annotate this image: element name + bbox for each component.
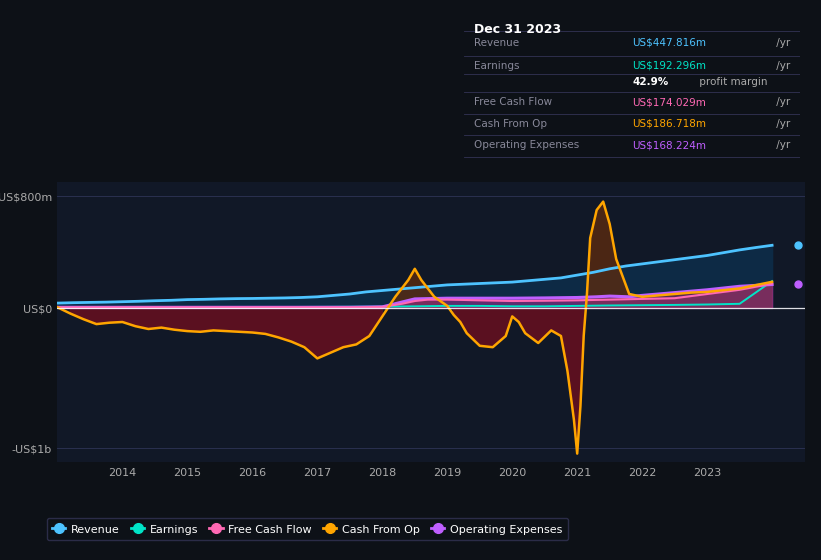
Text: /yr: /yr xyxy=(773,60,790,71)
Text: /yr: /yr xyxy=(773,140,790,150)
Text: /yr: /yr xyxy=(773,97,790,107)
Text: US$186.718m: US$186.718m xyxy=(632,119,706,129)
Legend: Revenue, Earnings, Free Cash Flow, Cash From Op, Operating Expenses: Revenue, Earnings, Free Cash Flow, Cash … xyxy=(47,518,568,540)
Text: US$168.224m: US$168.224m xyxy=(632,140,706,150)
Text: Dec 31 2023: Dec 31 2023 xyxy=(474,23,561,36)
Text: /yr: /yr xyxy=(773,38,790,48)
Text: Free Cash Flow: Free Cash Flow xyxy=(474,97,552,107)
Text: profit margin: profit margin xyxy=(696,77,768,87)
Text: US$174.029m: US$174.029m xyxy=(632,97,706,107)
Text: 42.9%: 42.9% xyxy=(632,77,668,87)
Text: Earnings: Earnings xyxy=(474,60,520,71)
Text: Operating Expenses: Operating Expenses xyxy=(474,140,579,150)
Text: Cash From Op: Cash From Op xyxy=(474,119,547,129)
Text: /yr: /yr xyxy=(773,119,790,129)
Text: US$192.296m: US$192.296m xyxy=(632,60,706,71)
Text: Revenue: Revenue xyxy=(474,38,519,48)
Text: US$447.816m: US$447.816m xyxy=(632,38,706,48)
